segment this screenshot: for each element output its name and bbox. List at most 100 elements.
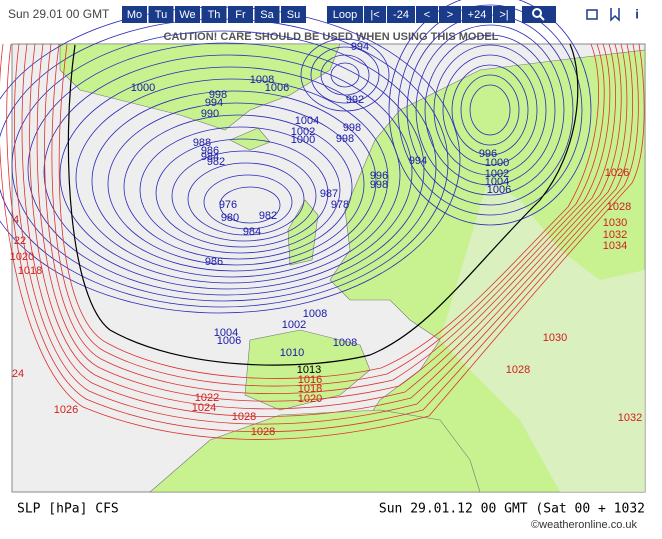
isobar-label: 984 <box>201 151 219 163</box>
day-button[interactable]: Sa <box>254 6 280 23</box>
nav-button[interactable]: -24 <box>387 6 415 23</box>
isobar-line <box>67 43 579 366</box>
isobar-line <box>320 54 370 96</box>
isobar-line <box>44 43 611 395</box>
isobar-line <box>433 44 547 176</box>
bookmark-icon[interactable] <box>610 8 620 22</box>
isobar-label: 987 <box>320 188 338 200</box>
nav-button[interactable]: > <box>439 6 461 23</box>
info-icon[interactable]: i <box>635 6 639 21</box>
isobar-label: 1028 <box>607 201 631 213</box>
nav-button-label[interactable]: -24 <box>393 9 409 21</box>
day-button[interactable]: We <box>175 6 200 23</box>
nav-button-label[interactable]: > <box>447 9 453 21</box>
isobar-label: 1032 <box>603 229 627 241</box>
day-button[interactable]: Th <box>201 6 227 23</box>
day-button-label[interactable]: Sa <box>260 9 274 21</box>
isobar-label: 1028 <box>232 411 256 423</box>
isobar-line <box>424 34 556 186</box>
isobar-line <box>219 186 281 224</box>
isobar-label: 998 <box>209 89 227 101</box>
isobar-label: 1000 <box>291 134 315 146</box>
day-button-label[interactable]: We <box>179 9 195 21</box>
isobar-label: 990 <box>201 108 219 120</box>
day-button[interactable]: Fr <box>228 6 253 23</box>
isobar-label: 1026 <box>54 404 78 416</box>
print-icon[interactable] <box>586 9 598 20</box>
day-button-bg[interactable] <box>201 6 227 23</box>
greenland <box>59 43 341 131</box>
nav-button[interactable]: +24 <box>462 6 492 23</box>
nav-button[interactable]: >| <box>493 6 515 23</box>
isobar-label: 998 <box>343 122 361 134</box>
isobar-label: 1030 <box>603 217 627 229</box>
day-button-bg[interactable] <box>175 6 200 23</box>
isobar-line <box>139 126 341 254</box>
isobar-line <box>171 150 317 242</box>
isobar-line <box>300 38 390 112</box>
nav-button-bg[interactable] <box>462 6 492 23</box>
day-button-label[interactable]: Mo <box>127 9 142 21</box>
day-button-bg[interactable] <box>228 6 253 23</box>
map <box>0 0 646 493</box>
day-button[interactable]: Tu <box>148 6 174 23</box>
nav-button-label[interactable]: +24 <box>468 9 487 21</box>
day-button-label[interactable]: Fr <box>235 9 246 21</box>
nav-button[interactable]: |< <box>364 6 386 23</box>
nav-button-bg[interactable] <box>493 6 515 23</box>
isobar-label: 978 <box>331 199 349 211</box>
isobar-label: 1008 <box>333 337 357 349</box>
isobar-label: 1002 <box>291 126 315 138</box>
day-button-label[interactable]: Th <box>208 9 221 21</box>
day-button-bg[interactable] <box>254 6 280 23</box>
isobar-line <box>27 42 425 296</box>
isobar-line <box>310 46 380 104</box>
isobar-label: 982 <box>259 210 277 222</box>
nav-button-label[interactable]: |< <box>370 9 379 21</box>
nav-button-bg[interactable] <box>439 6 461 23</box>
day-button[interactable]: Mo <box>122 6 147 23</box>
day-button-bg[interactable] <box>148 6 174 23</box>
isobar-line <box>0 43 645 440</box>
isobar-label: 1004 <box>485 176 509 188</box>
isobar-label: 976 <box>219 199 237 211</box>
day-button-label[interactable]: Tu <box>155 9 167 21</box>
day-button-bg[interactable] <box>122 6 147 23</box>
isobar-label: 1018 <box>18 265 42 277</box>
isobar-line <box>442 54 538 166</box>
africa <box>149 409 481 493</box>
isobar-label: 996 <box>479 148 497 160</box>
isobar-label: 994 <box>205 97 223 109</box>
isobar-label: 1016 <box>298 374 322 386</box>
isobar-label: 1030 <box>543 332 567 344</box>
zoom-button[interactable] <box>522 6 556 23</box>
isobar-label: 1028 <box>251 426 275 438</box>
isobar-label: 988 <box>193 137 211 149</box>
isobar-line <box>155 138 329 248</box>
day-button-bg[interactable] <box>281 6 306 23</box>
nav-button[interactable]: < <box>416 6 438 23</box>
isobar-label: 1000 <box>131 82 155 94</box>
isobar-label: 982 <box>207 156 225 168</box>
isobar-line <box>388 0 592 226</box>
nav-button-bg[interactable] <box>387 6 415 23</box>
isobar-label: 998 <box>370 179 388 191</box>
isobar-line <box>58 43 600 379</box>
isobar-label: 1018 <box>298 383 322 395</box>
isobar-line <box>51 43 605 387</box>
isobar-label: 1026 <box>605 167 629 179</box>
day-button[interactable]: Su <box>281 6 306 23</box>
isobar-label: 1002 <box>282 319 306 331</box>
isobar-label: 1004 <box>295 115 319 127</box>
day-button-label[interactable]: Su <box>287 9 300 21</box>
isobar-label: 1008 <box>303 308 327 320</box>
nav-button-bg[interactable] <box>416 6 438 23</box>
nav-button[interactable]: Loop <box>327 6 363 23</box>
isobar-line <box>330 62 360 88</box>
nav-button-label[interactable]: >| <box>499 9 508 21</box>
nav-button-label[interactable]: Loop <box>333 9 357 21</box>
nav-button-bg[interactable] <box>364 6 386 23</box>
isobar-line <box>203 174 293 230</box>
nav-button-bg[interactable] <box>327 6 363 23</box>
nav-button-label[interactable]: < <box>424 9 430 21</box>
